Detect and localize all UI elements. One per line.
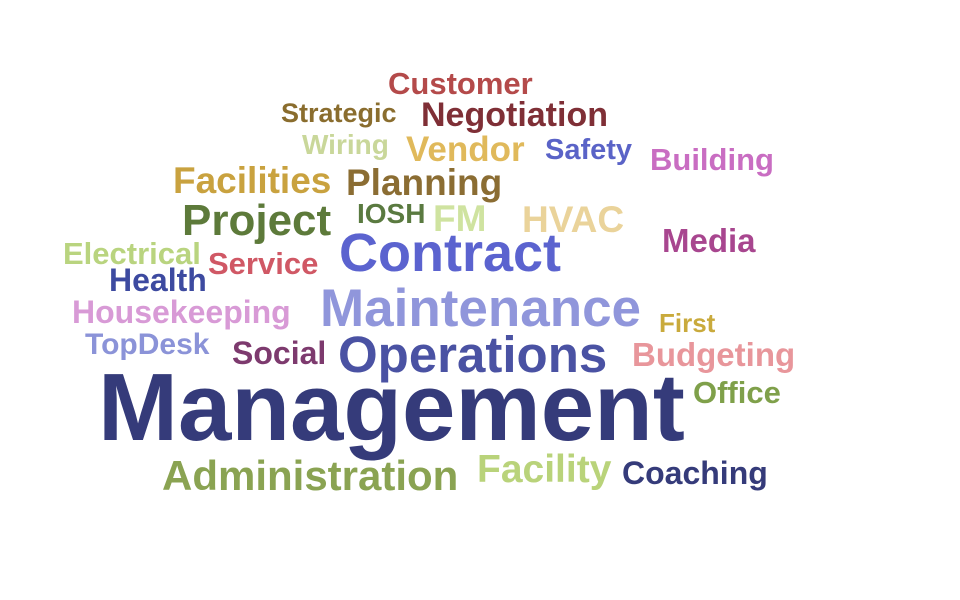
word-housekeeping: Housekeeping bbox=[72, 294, 291, 330]
word-negotiation: Negotiation bbox=[421, 96, 608, 134]
word-building: Building bbox=[650, 142, 774, 177]
word-coaching: Coaching bbox=[622, 455, 768, 491]
word-service: Service bbox=[208, 246, 319, 281]
word-planning: Planning bbox=[346, 162, 503, 203]
word-first: First bbox=[659, 308, 716, 338]
word-media: Media bbox=[662, 222, 756, 259]
word-social: Social bbox=[232, 335, 327, 371]
word-administration: Administration bbox=[162, 452, 459, 499]
word-hvac: HVAC bbox=[522, 199, 625, 240]
word-office: Office bbox=[693, 375, 781, 410]
word-operations: Operations bbox=[338, 326, 608, 383]
word-customer: Customer bbox=[388, 66, 533, 101]
word-project: Project bbox=[182, 196, 332, 245]
word-contract: Contract bbox=[339, 223, 562, 283]
word-safety: Safety bbox=[545, 134, 633, 166]
word-iosh: IOSH bbox=[357, 198, 426, 229]
word-management: Management bbox=[98, 354, 685, 461]
word-fm: FM bbox=[433, 198, 487, 239]
word-facilities: Facilities bbox=[173, 160, 332, 201]
word-topdesk: TopDesk bbox=[85, 328, 210, 361]
word-health: Health bbox=[109, 262, 207, 298]
word-budgeting: Budgeting bbox=[632, 336, 796, 373]
word-maintenance: Maintenance bbox=[320, 279, 642, 338]
word-vendor: Vendor bbox=[406, 130, 525, 169]
word-strategic: Strategic bbox=[281, 98, 397, 128]
word-electrical: Electrical bbox=[63, 236, 201, 271]
word-facility: Facility bbox=[477, 448, 612, 491]
word-wiring: Wiring bbox=[302, 129, 389, 160]
